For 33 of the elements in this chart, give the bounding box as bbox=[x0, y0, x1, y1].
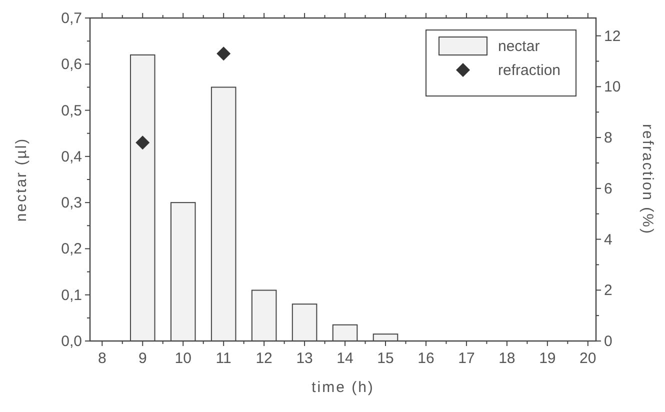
y-tick-label: 0,7 bbox=[61, 10, 82, 27]
x-tick-label: 14 bbox=[336, 350, 354, 367]
y-tick-label: 0,3 bbox=[61, 194, 82, 212]
legend-label: refraction bbox=[498, 62, 561, 79]
y-axis-title: nectar (µl) bbox=[13, 137, 30, 222]
x-tick-label: 18 bbox=[498, 350, 516, 367]
y-tick-label: 0,6 bbox=[61, 56, 82, 74]
y2-tick-label: 2 bbox=[604, 282, 612, 300]
x-axis-title: time (h) bbox=[312, 379, 374, 396]
x-tick-label: 10 bbox=[174, 350, 192, 367]
y-tick-label: 0,4 bbox=[61, 148, 82, 166]
y-tick-label: 0,0 bbox=[61, 333, 82, 350]
y2-tick-label: 12 bbox=[604, 28, 621, 45]
y2-tick-label: 6 bbox=[604, 180, 612, 198]
x-tick-label: 12 bbox=[256, 350, 272, 367]
legend-label: nectar bbox=[498, 38, 540, 55]
x-tick-label: 17 bbox=[458, 350, 475, 367]
y-tick-label: 0,5 bbox=[61, 102, 82, 120]
y2-tick-label: 10 bbox=[604, 78, 621, 96]
x-tick-label: 19 bbox=[539, 350, 556, 367]
x-tick-label: 11 bbox=[216, 350, 232, 367]
x-tick-label: 9 bbox=[138, 350, 147, 367]
y2-tick-label: 0 bbox=[604, 333, 612, 350]
y-tick-label: 0,1 bbox=[61, 286, 82, 304]
x-tick-label: 20 bbox=[580, 350, 596, 367]
y2-tick-label: 4 bbox=[604, 231, 612, 248]
x-tick-label: 13 bbox=[296, 350, 313, 367]
x-tick-label: 15 bbox=[377, 350, 394, 367]
y2-tick-label: 8 bbox=[604, 130, 612, 147]
y2-axis-title: refraction (%) bbox=[639, 124, 656, 236]
x-tick-label: 8 bbox=[98, 350, 106, 367]
x-tick-label: 16 bbox=[418, 350, 434, 367]
y-tick-label: 0,2 bbox=[61, 240, 82, 258]
